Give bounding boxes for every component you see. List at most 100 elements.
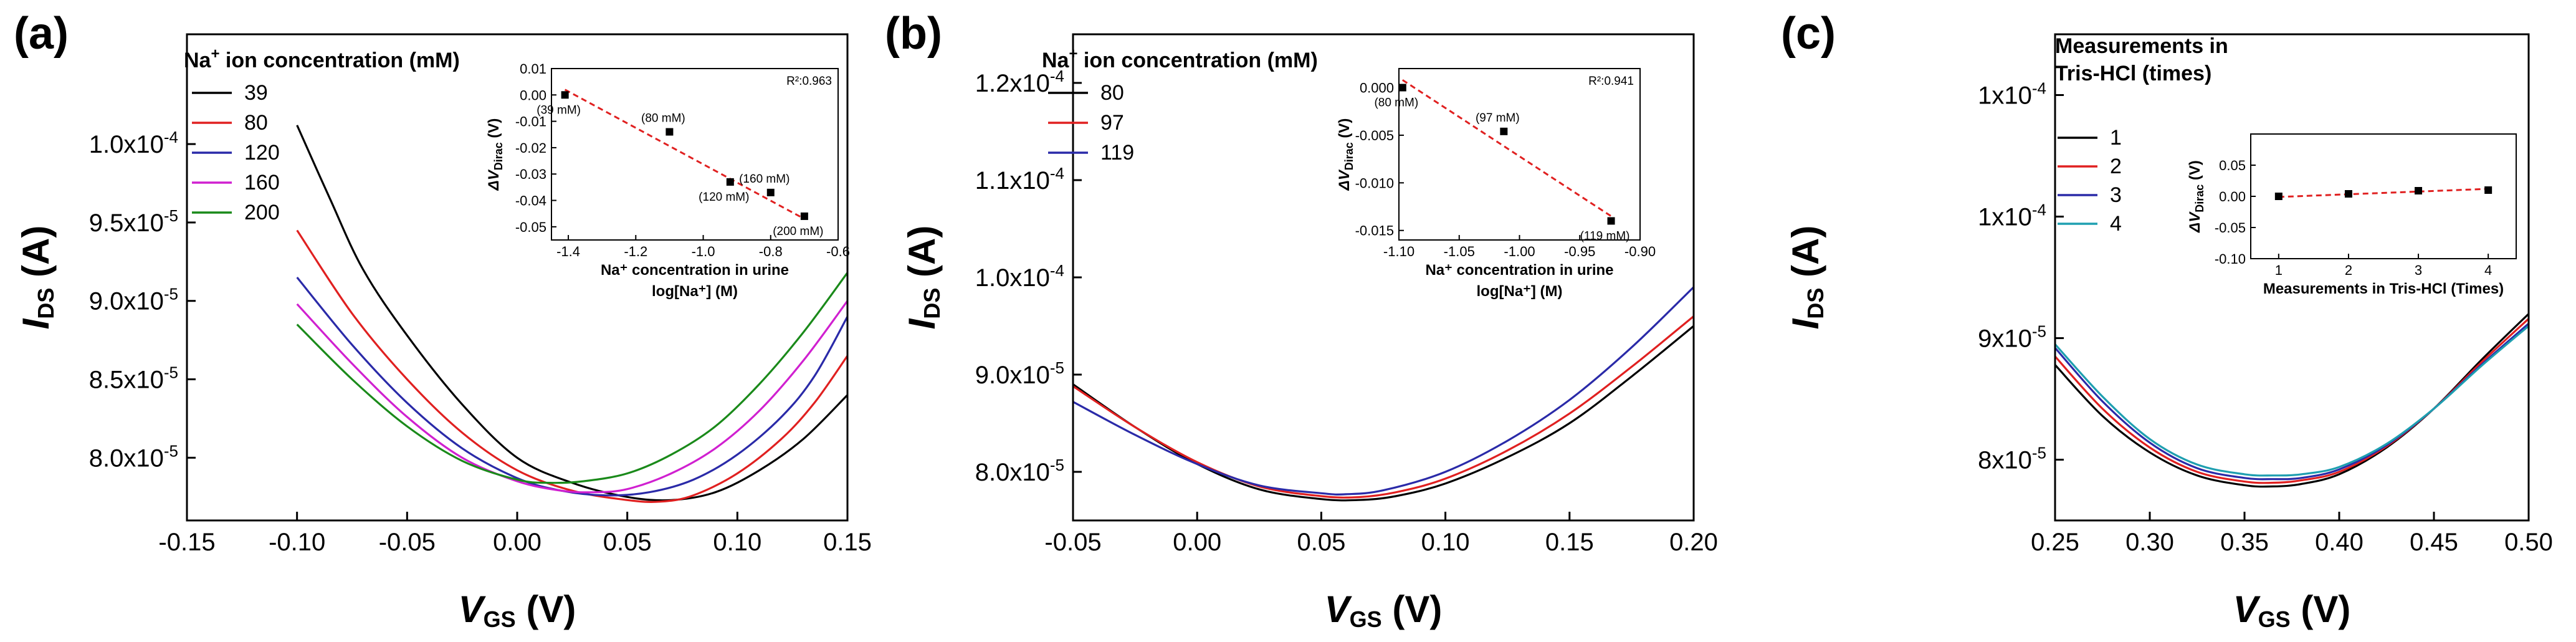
y-tick-mantissa: 1x10	[1978, 204, 2032, 231]
y-tick-mantissa: 1.0x10	[975, 264, 1050, 292]
x-tick-label: -0.15	[158, 529, 215, 556]
y-axis-space	[1785, 277, 1826, 288]
legend-entry: 80	[244, 111, 268, 135]
y-tick-mantissa: 1x10	[1978, 82, 2032, 110]
inset-frame	[1398, 68, 1641, 241]
x-tick-label: 0.30	[2125, 529, 2174, 556]
inset-fit-line	[2278, 188, 2489, 198]
inset-data-point	[1398, 84, 1406, 92]
inset-data-point	[2415, 187, 2423, 194]
y-tick-exponent: -5	[164, 363, 178, 382]
inset-x-tick-label: 4	[2484, 262, 2492, 278]
y-tick-exponent: -5	[2032, 444, 2046, 462]
y-axis-unit: (A)	[15, 226, 57, 277]
legend-title-sup: +	[1069, 46, 1077, 62]
y-tick-exponent: -5	[1050, 456, 1064, 474]
y-tick-exponent: -5	[2032, 322, 2046, 341]
inset-data-point	[561, 91, 569, 99]
x-axis-unit: (V)	[526, 588, 576, 630]
inset-y-tick-label: -0.03	[515, 166, 546, 182]
plot-frame	[2054, 33, 2530, 522]
inset: -1.10 -1.05 -1.00 -0.95 -0.90 0.000 -0.005 -0.0…	[1336, 68, 1656, 300]
legend-entry: 120	[244, 141, 280, 165]
inset-y-label-sub: Dirac	[492, 142, 505, 170]
legend-title-line1: Measurements in	[2055, 34, 2228, 58]
x-axis-sub: GS	[2258, 606, 2291, 632]
legend-title-post: ion concentration (mM)	[1077, 49, 1317, 72]
inset-y-tick-label: 0.05	[2219, 158, 2246, 173]
inset-x-tick-label: 3	[2415, 262, 2422, 278]
y-tick-mantissa: 9.0x10	[975, 362, 1050, 389]
inset-fit-line	[1401, 79, 1612, 218]
inset-y-label-main: ΔV	[2187, 211, 2203, 233]
legend-title-post: ion concentration (mM)	[219, 49, 459, 72]
inset-point-label: (80 mM)	[641, 112, 685, 125]
series-group	[296, 125, 847, 503]
y-axis-main: I	[15, 318, 57, 329]
y-tick-mantissa: 8.0x10	[89, 444, 164, 472]
inset-x-tick-label: -0.95	[1564, 244, 1595, 259]
y-tick-mantissa: 1.0x10	[89, 131, 164, 158]
inset-y-label: ΔVDirac (V)	[485, 118, 505, 191]
inset-point-label: (160 mM)	[739, 173, 789, 186]
y-tick-exponent: -4	[2032, 79, 2046, 98]
series-line-39	[296, 125, 847, 502]
x-axis-main: V	[459, 588, 487, 630]
series-line-1	[2055, 313, 2529, 488]
inset-point-label: (39 mM)	[537, 103, 581, 117]
legend-entry: 3	[2110, 183, 2122, 207]
inset-x-tick-label: -1.2	[624, 244, 647, 259]
inset-y-label-unit: (V)	[1336, 118, 1353, 138]
x-axis-sub: GS	[484, 606, 516, 632]
y-axis-title: IDS (A)	[1785, 226, 1828, 330]
x-axis-title: VGS (V)	[2233, 588, 2351, 632]
inset-y-tick-label: -0.05	[2215, 220, 2246, 236]
inset-x-tick-label: -1.0	[692, 244, 715, 259]
legend-entry: 1	[2110, 126, 2122, 150]
inset-x-tick-label: 2	[2345, 262, 2352, 278]
inset-point-label: (97 mM)	[1476, 112, 1520, 125]
y-tick-exponent: -4	[164, 128, 178, 146]
x-tick-label: 0.05	[603, 529, 652, 556]
inset-x-tick-label: -1.00	[1504, 244, 1535, 259]
inset-y-label-unit: (V)	[2187, 160, 2203, 180]
legend: Na+ ion concentration (mM) 80 97 119	[1042, 46, 1318, 165]
x-tick-label: 0.45	[2410, 529, 2458, 556]
inset-y-label-sub: Dirac	[2193, 184, 2206, 213]
legend-entry: 2	[2110, 155, 2122, 178]
x-axis-unit: (V)	[1392, 588, 1442, 630]
x-tick-label: 0.10	[1421, 529, 1470, 556]
inset-point-label: (120 mM)	[699, 191, 749, 204]
x-axis-space	[516, 588, 527, 630]
series-line-97	[1073, 315, 1694, 499]
inset-data-point	[726, 178, 734, 186]
inset-frame	[2250, 133, 2517, 259]
panel-label: (a)	[14, 9, 69, 59]
legend-entry: 119	[1100, 141, 1134, 165]
inset-point-label: (200 mM)	[773, 225, 823, 238]
y-tick-mantissa: 9.5x10	[89, 209, 164, 237]
panel-2: (c)0.25 0.30 0.35 0.40 0.45 0.508x10-59x10-51…	[1781, 9, 2553, 632]
y-axis-main: I	[901, 318, 943, 329]
y-tick-exponent: -5	[164, 441, 178, 460]
inset-data-point	[2484, 186, 2493, 194]
inset-y-tick-label: -0.005	[1355, 128, 1394, 143]
y-tick-label: 1.0x10-4	[89, 128, 178, 158]
x-axis-space	[1382, 588, 1393, 630]
x-axis-main: V	[2233, 588, 2261, 630]
x-tick-label: -0.10	[269, 529, 325, 556]
legend: Measurements in Tris-HCl (times) 1 2 3 4	[2055, 34, 2228, 236]
y-tick-mantissa: 8.5x10	[89, 367, 164, 394]
inset-point-label: (80 mM)	[1374, 97, 1418, 110]
series-line-80	[1073, 325, 1694, 502]
y-tick-label: 9.5x10-5	[89, 206, 178, 237]
legend-entry: 39	[244, 81, 268, 105]
inset-y-label-space	[2187, 180, 2203, 184]
inset-x-tick-label: -1.05	[1444, 244, 1475, 259]
panel-1: (b)-0.05 0.00 0.05 0.10 0.15 0.208.0x10-59.0x…	[885, 9, 1718, 632]
y-tick-mantissa: 1.1x10	[975, 167, 1050, 194]
inset-data-point	[766, 188, 775, 196]
inset-fit-line	[564, 89, 805, 220]
y-tick-label: 1.1x10-4	[975, 164, 1064, 194]
series-line-200	[296, 272, 847, 484]
